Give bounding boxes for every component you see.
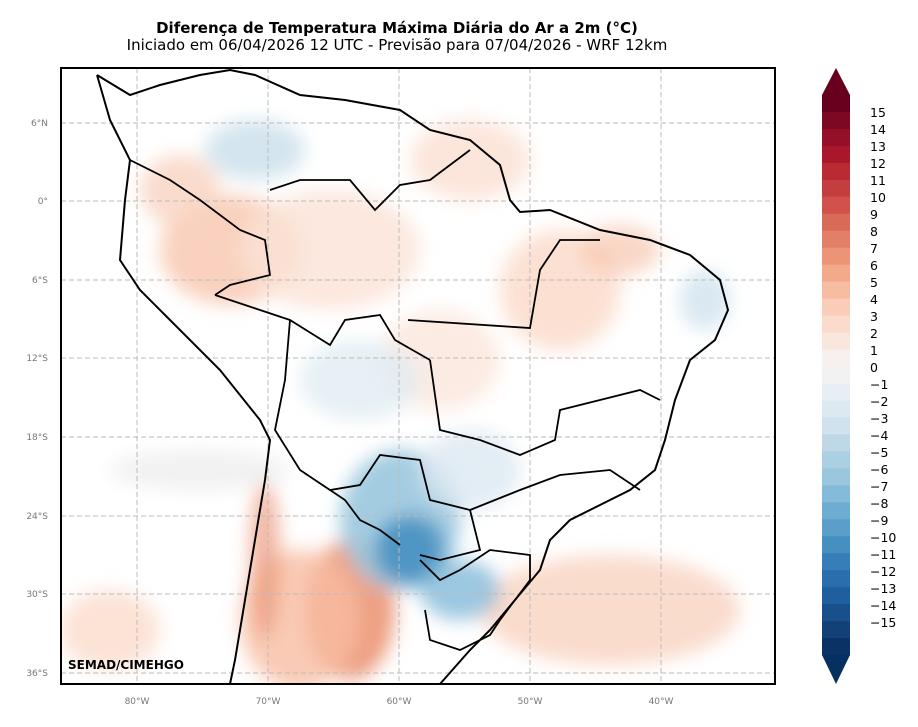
colorbar-label: −8 xyxy=(870,496,889,511)
lat-tick-labels: 6°N 0° 6°S 12°S 18°S 24°S 30°S 36°S xyxy=(26,119,48,679)
colorbar-label: −15 xyxy=(870,615,897,630)
colorbar-segment xyxy=(822,349,850,368)
colorbar-label: −13 xyxy=(870,581,897,596)
colorbar-segment xyxy=(822,247,850,266)
map-title: Diferença de Temperatura Máxima Diária d… xyxy=(156,19,638,37)
colorbar-label: 2 xyxy=(870,326,878,341)
colorbar-segment xyxy=(822,417,850,435)
colorbar-segment xyxy=(822,400,850,418)
colorbar-label: 1 xyxy=(870,343,878,358)
map-field xyxy=(61,68,775,684)
colorbar-label: 8 xyxy=(870,224,878,239)
colorbar-segment xyxy=(822,638,850,656)
colorbar-segment xyxy=(822,128,850,147)
colorbar-segment xyxy=(822,519,850,537)
colorbar-label: 12 xyxy=(870,156,886,171)
colorbar-label: −14 xyxy=(870,598,897,613)
colorbar-label: 9 xyxy=(870,207,878,222)
colorbar-segment xyxy=(822,213,850,232)
colorbar-segment xyxy=(822,264,850,283)
colorbar-segment xyxy=(822,553,850,571)
lat-tick: 30°S xyxy=(26,590,48,600)
colorbar-label: −1 xyxy=(870,377,889,392)
lat-tick: 6°S xyxy=(32,276,48,286)
colorbar-label: 4 xyxy=(870,292,878,307)
colorbar-segment xyxy=(822,95,850,113)
lon-tick: 60°W xyxy=(387,697,412,707)
colorbar-label: 0 xyxy=(870,360,878,375)
lon-tick: 80°W xyxy=(125,697,150,707)
colorbar-segment xyxy=(822,502,850,520)
colorbar-label: −12 xyxy=(870,564,897,579)
colorbar-segment xyxy=(822,179,850,198)
colorbar-segment xyxy=(822,604,850,622)
colorbar-segment xyxy=(822,332,850,351)
colorbar-label: −11 xyxy=(870,547,897,562)
colorbar-segment xyxy=(822,570,850,588)
colorbar-segment xyxy=(822,162,850,181)
colorbar-segment xyxy=(822,621,850,639)
colorbar-label: −6 xyxy=(870,462,889,477)
colorbar-label: 15 xyxy=(870,105,886,120)
colorbar-label: 5 xyxy=(870,275,878,290)
colorbar-label: −7 xyxy=(870,479,889,494)
map-frame xyxy=(60,67,776,685)
lon-tick-labels: 80°W 70°W 60°W 50°W 40°W xyxy=(125,697,674,707)
colorbar-label: −5 xyxy=(870,445,889,460)
coastline xyxy=(96,68,730,684)
credit-label: SEMAD/CIMEHGO xyxy=(68,658,184,672)
colorbar-segment xyxy=(822,434,850,452)
colorbar-segment xyxy=(822,281,850,300)
colorbar-segment xyxy=(822,485,850,503)
colorbar-segment xyxy=(822,366,850,384)
lat-tick: 18°S xyxy=(26,433,48,443)
colorbar xyxy=(822,68,850,684)
colorbar-segment xyxy=(822,451,850,469)
colorbar-label: 14 xyxy=(870,122,886,137)
colorbar-label: −10 xyxy=(870,530,897,545)
colorbar-extend-low xyxy=(822,655,850,684)
colorbar-label: 7 xyxy=(870,241,878,256)
colorbar-label: −2 xyxy=(870,394,889,409)
lat-tick: 24°S xyxy=(26,512,48,522)
colorbar-label: −9 xyxy=(870,513,889,528)
lat-tick: 0° xyxy=(38,197,48,207)
colorbar-segment xyxy=(822,536,850,554)
colorbar-label: −3 xyxy=(870,411,889,426)
colorbar-label: 10 xyxy=(870,190,886,205)
lon-tick: 50°W xyxy=(518,697,543,707)
colorbar-segment xyxy=(822,587,850,605)
colorbar-segment xyxy=(822,145,850,164)
colorbar-label: 13 xyxy=(870,139,886,154)
colorbar-label: 6 xyxy=(870,258,878,273)
lat-tick: 12°S xyxy=(26,354,48,364)
lat-tick: 36°S xyxy=(26,669,48,679)
colorbar-extend-high xyxy=(822,68,850,95)
lat-tick: 6°N xyxy=(31,119,48,129)
political-borders xyxy=(129,149,661,651)
map-subtitle: Iniciado em 06/04/2026 12 UTC - Previsão… xyxy=(126,36,668,54)
colorbar-label: 11 xyxy=(870,173,886,188)
lon-tick: 40°W xyxy=(649,697,674,707)
colorbar-segment xyxy=(822,468,850,486)
colorbar-segment xyxy=(822,315,850,334)
colorbar-segment xyxy=(822,111,850,130)
colorbar-label: 3 xyxy=(870,309,878,324)
colorbar-label: −4 xyxy=(870,428,889,443)
lon-tick: 70°W xyxy=(256,697,281,707)
colorbar-segment xyxy=(822,230,850,249)
colorbar-segment xyxy=(822,298,850,317)
colorbar-segment xyxy=(822,196,850,215)
colorbar-segment xyxy=(822,383,850,401)
